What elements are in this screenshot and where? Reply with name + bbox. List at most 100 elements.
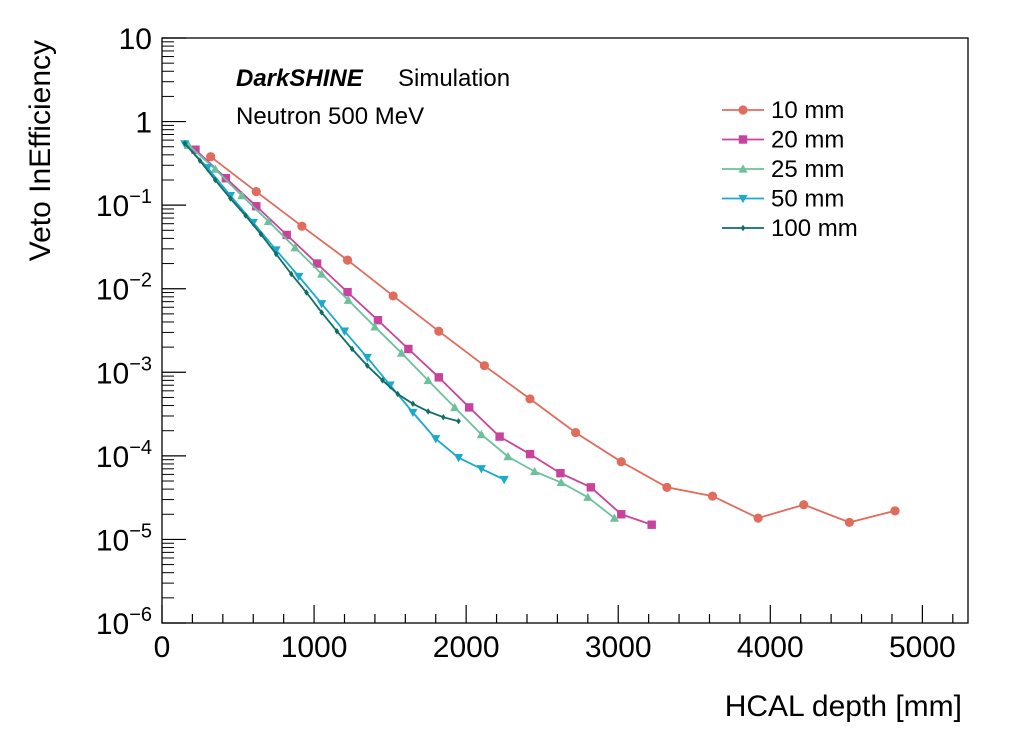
data-point [423,375,433,385]
series-50-mm [180,140,509,485]
legend-item: 100 mm [722,215,858,242]
data-point [396,348,407,357]
x-axis-label: HCAL depth [mm] [725,690,962,723]
data-point [362,353,372,363]
data-point [304,289,309,296]
y-tick-label: 1 [135,107,152,140]
legend-item: 20 mm [722,127,844,154]
data-point [312,259,322,268]
data-point [799,500,809,510]
data-point [434,373,443,382]
data-point [317,300,327,309]
brand-label: DarkSHINE [236,65,364,92]
legend-label: 100 mm [771,215,858,242]
data-point [206,152,216,162]
data-point [408,408,418,418]
y-tick-label: 10 [119,23,152,56]
data-point [617,510,626,519]
y-tick-label: 10−1 [96,186,152,223]
data-point [662,482,672,492]
legend-swatch-marker [740,224,746,232]
data-point [456,417,461,425]
data-point [583,492,593,501]
data-point [890,506,900,516]
legend-label: 25 mm [771,156,844,183]
data-point [184,140,194,149]
data-point [210,164,220,173]
data-point [334,328,340,335]
y-axis-label: Veto InEfficiency [24,40,57,261]
data-point [373,315,383,325]
data-point [317,269,327,278]
data-point [191,145,200,154]
data-point [404,344,413,354]
y-tick-label: 10−3 [96,353,152,390]
legend-label: 10 mm [771,97,844,124]
legend-swatch-marker [738,135,748,144]
data-point [365,362,370,369]
data-point [647,520,656,529]
data-point [479,361,489,371]
data-point [273,250,279,258]
series-20-mm [191,145,656,529]
data-point [282,230,291,240]
data-point [237,191,247,200]
data-point [441,413,446,421]
legend-item: 50 mm [722,186,844,213]
data-point [290,243,300,252]
x-tick-label: 5000 [889,631,956,664]
data-point [476,429,486,439]
axis-tick-labels: 0 1000 2000 3000 4000 5000 10 1 10−1 10−2 10−3 10−4… [96,23,956,664]
y-tick-label: 10−5 [96,520,152,557]
series-10-mm [206,152,900,527]
data-point [385,381,395,390]
series-line [184,142,459,423]
x-tick-label: 2000 [433,631,500,664]
data-point [271,246,281,255]
data-point [252,202,261,211]
data-point [707,491,718,501]
legend-item: 10 mm [722,97,844,124]
data-point [343,295,353,304]
legend-label: 50 mm [771,186,844,213]
brand-suffix-label: Simulation [398,65,510,92]
data-point [525,449,535,459]
legend-swatch-marker [738,164,748,173]
data-point [197,157,203,164]
data-point [243,212,248,219]
data-point [431,435,441,444]
legend-swatch-marker [738,194,748,204]
data-point [495,432,504,441]
data-point [263,216,274,226]
axis-ticks [161,37,954,624]
data-point [251,187,261,197]
data-point [753,513,763,523]
legend-item: 25 mm [722,156,844,183]
data-point [294,272,304,282]
data-point [395,390,401,398]
x-tick-label: 0 [154,631,171,664]
data-point [556,469,565,478]
data-point [499,475,509,485]
data-point [258,230,264,238]
data-point [525,394,535,404]
data-point [342,255,353,265]
subtitle-label: Neutron 500 MeV [236,103,424,130]
data-point [450,402,460,412]
data-point [453,454,464,463]
series-line [194,149,652,526]
data-point [388,291,398,301]
plot-frame [161,37,969,624]
data-point [476,465,486,474]
y-tick-label: 10−6 [96,604,152,641]
data-point [586,483,596,492]
data-point [844,517,854,527]
data-point [616,457,626,467]
header-annotation: DarkSHINE Simulation Neutron 500 MeV [236,65,510,130]
data-point [571,427,581,438]
data-point [228,195,233,202]
data-point [221,174,231,183]
data-point [425,408,431,415]
